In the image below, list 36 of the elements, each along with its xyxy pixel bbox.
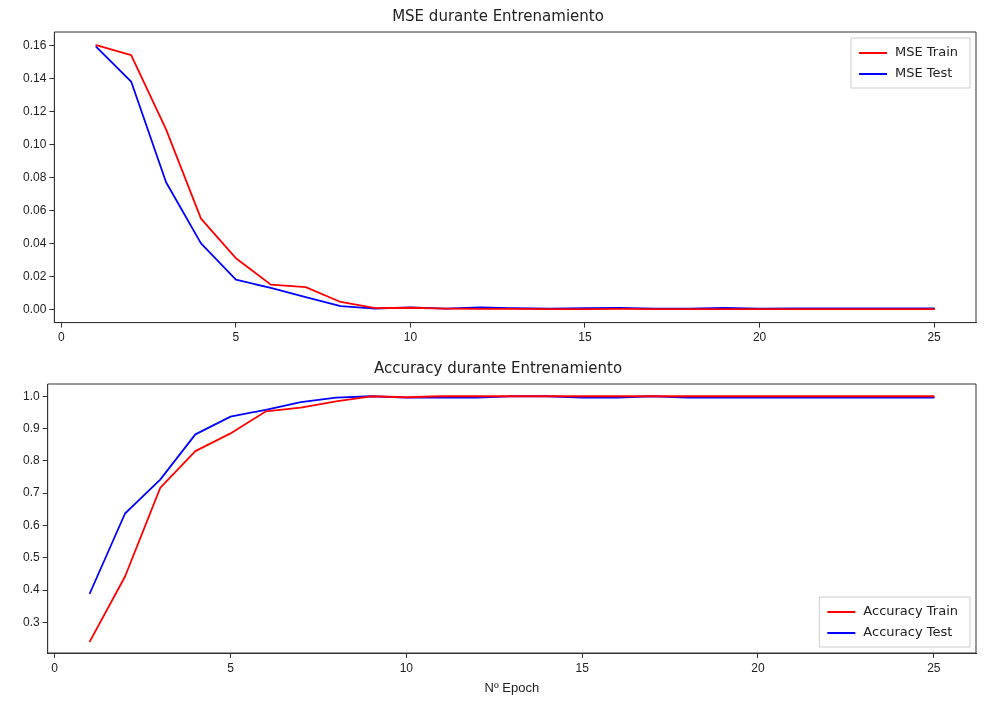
y-tick-label: 0.16 (23, 37, 47, 52)
x-tick-label: 10 (403, 330, 418, 345)
y-tick-label: 0.4 (22, 582, 40, 597)
y-tick-label: 0.12 (23, 103, 47, 118)
x-tick-label: 15 (578, 330, 592, 345)
x-tick-label: 0 (57, 330, 65, 345)
x-tick-label: 15 (575, 660, 590, 675)
legend-label: MSE Train (894, 44, 959, 60)
x-tick-label: 5 (227, 660, 235, 675)
y-tick-label: 0.02 (23, 268, 47, 283)
x-tick-label: 0 (51, 660, 59, 675)
y-tick-label: 0.9 (22, 420, 40, 435)
x-tick-label: 25 (927, 660, 941, 675)
y-tick-label: 0.14 (23, 70, 47, 85)
x-axis-title: Nº Epoch (484, 679, 540, 695)
y-tick-label: 0.6 (22, 517, 40, 532)
x-tick-label: 5 (232, 330, 240, 345)
x-tick-label: 10 (399, 660, 414, 675)
x-tick-label: 25 (927, 330, 942, 345)
y-tick-label: 0.7 (22, 485, 40, 500)
y-tick-label: 0.00 (23, 301, 47, 316)
legend-label: Accuracy Test (863, 624, 953, 640)
x-tick-label: 20 (751, 660, 765, 675)
y-tick-label: 0.06 (23, 202, 47, 217)
y-tick-label: 0.04 (23, 235, 47, 250)
x-tick-label: 20 (752, 330, 767, 345)
legend-label: MSE Test (894, 65, 953, 81)
y-tick-label: 0.08 (23, 169, 47, 184)
y-tick-label: 0.3 (22, 614, 40, 629)
legend-label: Accuracy Train (863, 603, 959, 619)
y-tick-label: 0.5 (22, 550, 40, 565)
y-tick-label: 0.8 (22, 453, 40, 468)
chart-title: MSE durante Entrenamiento (392, 6, 604, 25)
chart-title: Accuracy durante Entrenamiento (373, 358, 623, 377)
y-tick-label: 1.0 (22, 388, 40, 403)
y-tick-label: 0.10 (23, 136, 47, 151)
